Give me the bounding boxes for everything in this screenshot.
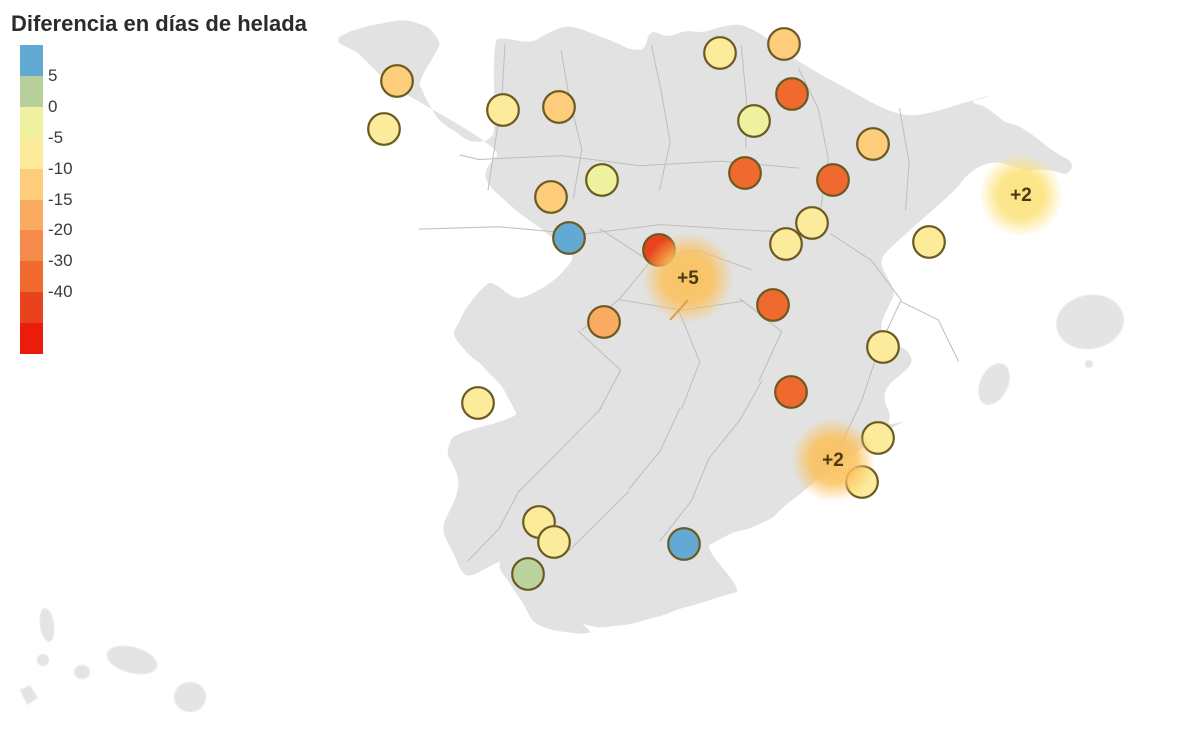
svg-text:+2: +2 bbox=[1010, 185, 1032, 206]
svg-text:+2: +2 bbox=[822, 450, 844, 471]
svg-text:+5: +5 bbox=[677, 268, 699, 289]
